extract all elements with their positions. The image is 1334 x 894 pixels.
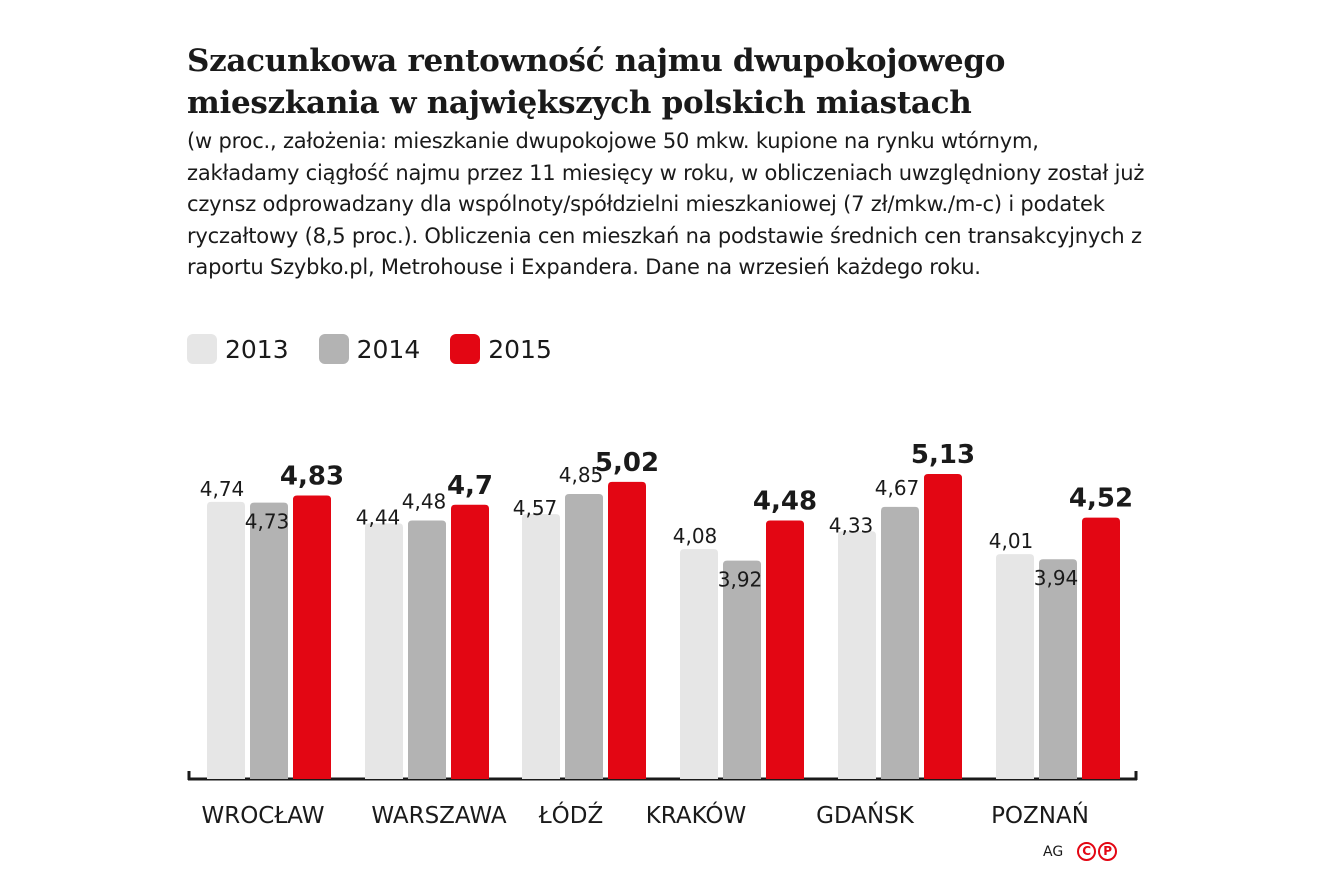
- value-label-lodz-2014: 4,85: [559, 463, 604, 487]
- bar-wroclaw-2015: [293, 495, 331, 779]
- author-credit: AG: [1043, 843, 1064, 860]
- bar-gdansk-2013: [838, 531, 876, 779]
- value-label-poznan-2014: 3,94: [1034, 566, 1079, 590]
- value-label-warszawa-2015: 4,7: [447, 471, 493, 501]
- value-label-gdansk-2013: 4,33: [829, 513, 874, 537]
- value-label-lodz-2013: 4,57: [513, 496, 558, 520]
- publisher-logo: C P: [1077, 842, 1119, 861]
- category-label-lodz: ŁÓDŹ: [538, 801, 604, 829]
- value-label-wroclaw-2013: 4,74: [200, 477, 245, 501]
- logo-mark-p: P: [1098, 842, 1118, 861]
- legend-item-2015: 2015: [450, 334, 552, 364]
- bar-krakow-2014: [723, 560, 761, 779]
- legend: 2013 2014 2015: [187, 332, 582, 366]
- bar-poznan-2015: [1082, 517, 1120, 779]
- value-label-krakow-2013: 4,08: [673, 524, 718, 548]
- value-label-gdansk-2015: 5,13: [911, 440, 975, 470]
- category-label-wroclaw: WROCŁAW: [201, 803, 324, 829]
- legend-swatch-2015: [450, 334, 481, 364]
- category-label-poznan: POZNAŃ: [991, 801, 1089, 829]
- bar-warszawa-2014: [408, 520, 446, 779]
- bar-gdansk-2015: [924, 473, 962, 779]
- legend-item-2014: 2014: [318, 334, 421, 364]
- value-label-lodz-2015: 5,02: [595, 448, 659, 478]
- category-label-warszawa: WARSZAWA: [371, 803, 507, 829]
- bar-lodz-2013: [522, 514, 560, 779]
- bar-gdansk-2014: [881, 506, 919, 779]
- value-label-warszawa-2014: 4,48: [402, 490, 447, 514]
- bar-warszawa-2015: [451, 504, 489, 779]
- bar-wroclaw-2013: [207, 501, 245, 779]
- value-label-wroclaw-2015: 4,83: [280, 461, 344, 491]
- bar-wroclaw-2014: [250, 502, 288, 779]
- legend-swatch-2014: [318, 334, 349, 364]
- value-label-gdansk-2014: 4,67: [875, 476, 920, 500]
- legend-label-2015: 2015: [488, 334, 552, 364]
- legend-label-2013: 2013: [225, 334, 289, 364]
- bar-krakow-2013: [680, 549, 718, 779]
- bar-warszawa-2013: [365, 523, 403, 779]
- bar-lodz-2014: [565, 494, 603, 779]
- value-label-krakow-2015: 4,48: [753, 487, 817, 517]
- category-label-krakow: KRAKÓW: [646, 801, 747, 829]
- category-label-gdansk: GDAŃSK: [816, 801, 915, 829]
- value-label-krakow-2014: 3,92: [718, 568, 763, 592]
- bar-krakow-2015: [766, 520, 804, 779]
- bar-lodz-2015: [608, 481, 646, 779]
- legend-swatch-2013: [187, 334, 217, 364]
- bar-poznan-2013: [996, 554, 1034, 779]
- chart-title: Szacunkowa rentowność najmu dwupokojoweg…: [187, 43, 1006, 121]
- logo-mark-c: C: [1077, 842, 1097, 861]
- bar-poznan-2014: [1039, 559, 1077, 779]
- value-label-wroclaw-2014: 4,73: [245, 510, 290, 534]
- value-label-poznan-2013: 4,01: [989, 529, 1034, 553]
- credit: AG C P: [1043, 842, 1119, 861]
- chart-subtitle: (w proc., założenia: mieszkanie dwupokoj…: [187, 129, 1145, 279]
- legend-item-2013: 2013: [187, 334, 289, 364]
- value-label-poznan-2015: 4,52: [1069, 484, 1133, 514]
- value-label-warszawa-2013: 4,44: [356, 505, 401, 529]
- legend-label-2014: 2014: [356, 334, 421, 364]
